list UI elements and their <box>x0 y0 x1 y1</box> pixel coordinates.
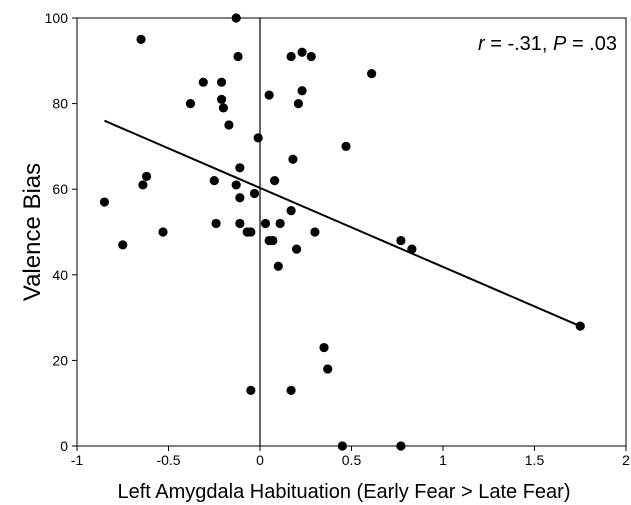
data-point <box>99 197 110 207</box>
r-value: = -.31, <box>485 33 553 55</box>
regression-line-group <box>104 119 581 328</box>
y-tick-label: 20 <box>52 352 68 368</box>
x-tick-label: 1 <box>439 452 447 468</box>
data-point <box>233 51 243 62</box>
data-point <box>286 51 296 62</box>
data-point <box>286 206 296 216</box>
data-point <box>310 227 320 237</box>
y-tick-label: 60 <box>52 181 68 197</box>
x-tick-label: -0.5 <box>156 452 180 468</box>
data-point <box>260 218 271 229</box>
data-point <box>246 227 256 237</box>
regression-line <box>104 119 581 328</box>
data-point <box>275 218 285 229</box>
data-point <box>209 176 219 186</box>
y-tick-label: 80 <box>52 96 68 112</box>
data-point <box>341 141 351 151</box>
data-point <box>268 235 278 246</box>
y-tick-label: 100 <box>45 10 69 26</box>
data-point <box>231 180 241 190</box>
data-point <box>297 86 307 96</box>
data-point <box>235 163 245 173</box>
data-point <box>396 235 406 246</box>
data-point <box>286 385 296 395</box>
data-point <box>292 244 302 254</box>
data-points <box>99 13 585 451</box>
data-point <box>323 364 333 374</box>
data-point <box>224 120 234 130</box>
correlation-annotation: r = -.31, P = .03 <box>478 33 617 55</box>
y-tick-label: 0 <box>60 438 68 454</box>
data-point <box>235 193 245 203</box>
data-point <box>367 69 377 79</box>
x-tick-label: 1.5 <box>525 452 545 468</box>
x-tick-labels: -1 -0.5 0 0.5 1 1.5 2 <box>71 452 630 468</box>
x-tick-label: 0 <box>256 452 264 468</box>
y-tick-labels: 0 20 40 60 80 100 <box>45 10 69 454</box>
data-point <box>575 321 585 331</box>
y-axis-title: Valence Bias <box>19 163 46 301</box>
x-axis-title: Left Amygdala Habituation (Early Fear > … <box>117 481 570 503</box>
data-point <box>306 51 316 62</box>
data-point <box>138 180 148 190</box>
data-point <box>158 227 168 237</box>
data-point <box>396 441 406 451</box>
data-point <box>218 103 228 113</box>
data-point <box>198 77 208 87</box>
data-point <box>407 244 417 254</box>
data-point <box>337 441 347 451</box>
x-tick-label: 2 <box>622 452 630 468</box>
data-point <box>270 176 280 186</box>
data-point <box>249 188 260 199</box>
x-tick-label: -1 <box>71 452 84 468</box>
data-point <box>118 240 128 250</box>
data-point <box>273 261 283 271</box>
data-point <box>185 99 196 109</box>
data-point <box>288 154 298 164</box>
p-label: P <box>553 33 567 55</box>
data-point <box>297 47 307 57</box>
data-point <box>235 218 245 229</box>
data-point <box>136 34 146 45</box>
x-tick-label: 0.5 <box>342 452 362 468</box>
p-value: = .03 <box>566 33 617 55</box>
data-point <box>216 94 227 104</box>
data-point <box>319 342 329 353</box>
data-point <box>216 77 227 87</box>
data-point <box>253 133 263 143</box>
y-tick-label: 40 <box>52 267 68 283</box>
tick-marks <box>72 17 627 451</box>
data-point <box>293 99 304 109</box>
data-point <box>264 90 274 100</box>
data-point <box>211 218 221 229</box>
data-point <box>231 13 241 23</box>
r-label: r <box>478 33 486 55</box>
data-point <box>141 171 152 181</box>
data-point <box>246 385 256 395</box>
